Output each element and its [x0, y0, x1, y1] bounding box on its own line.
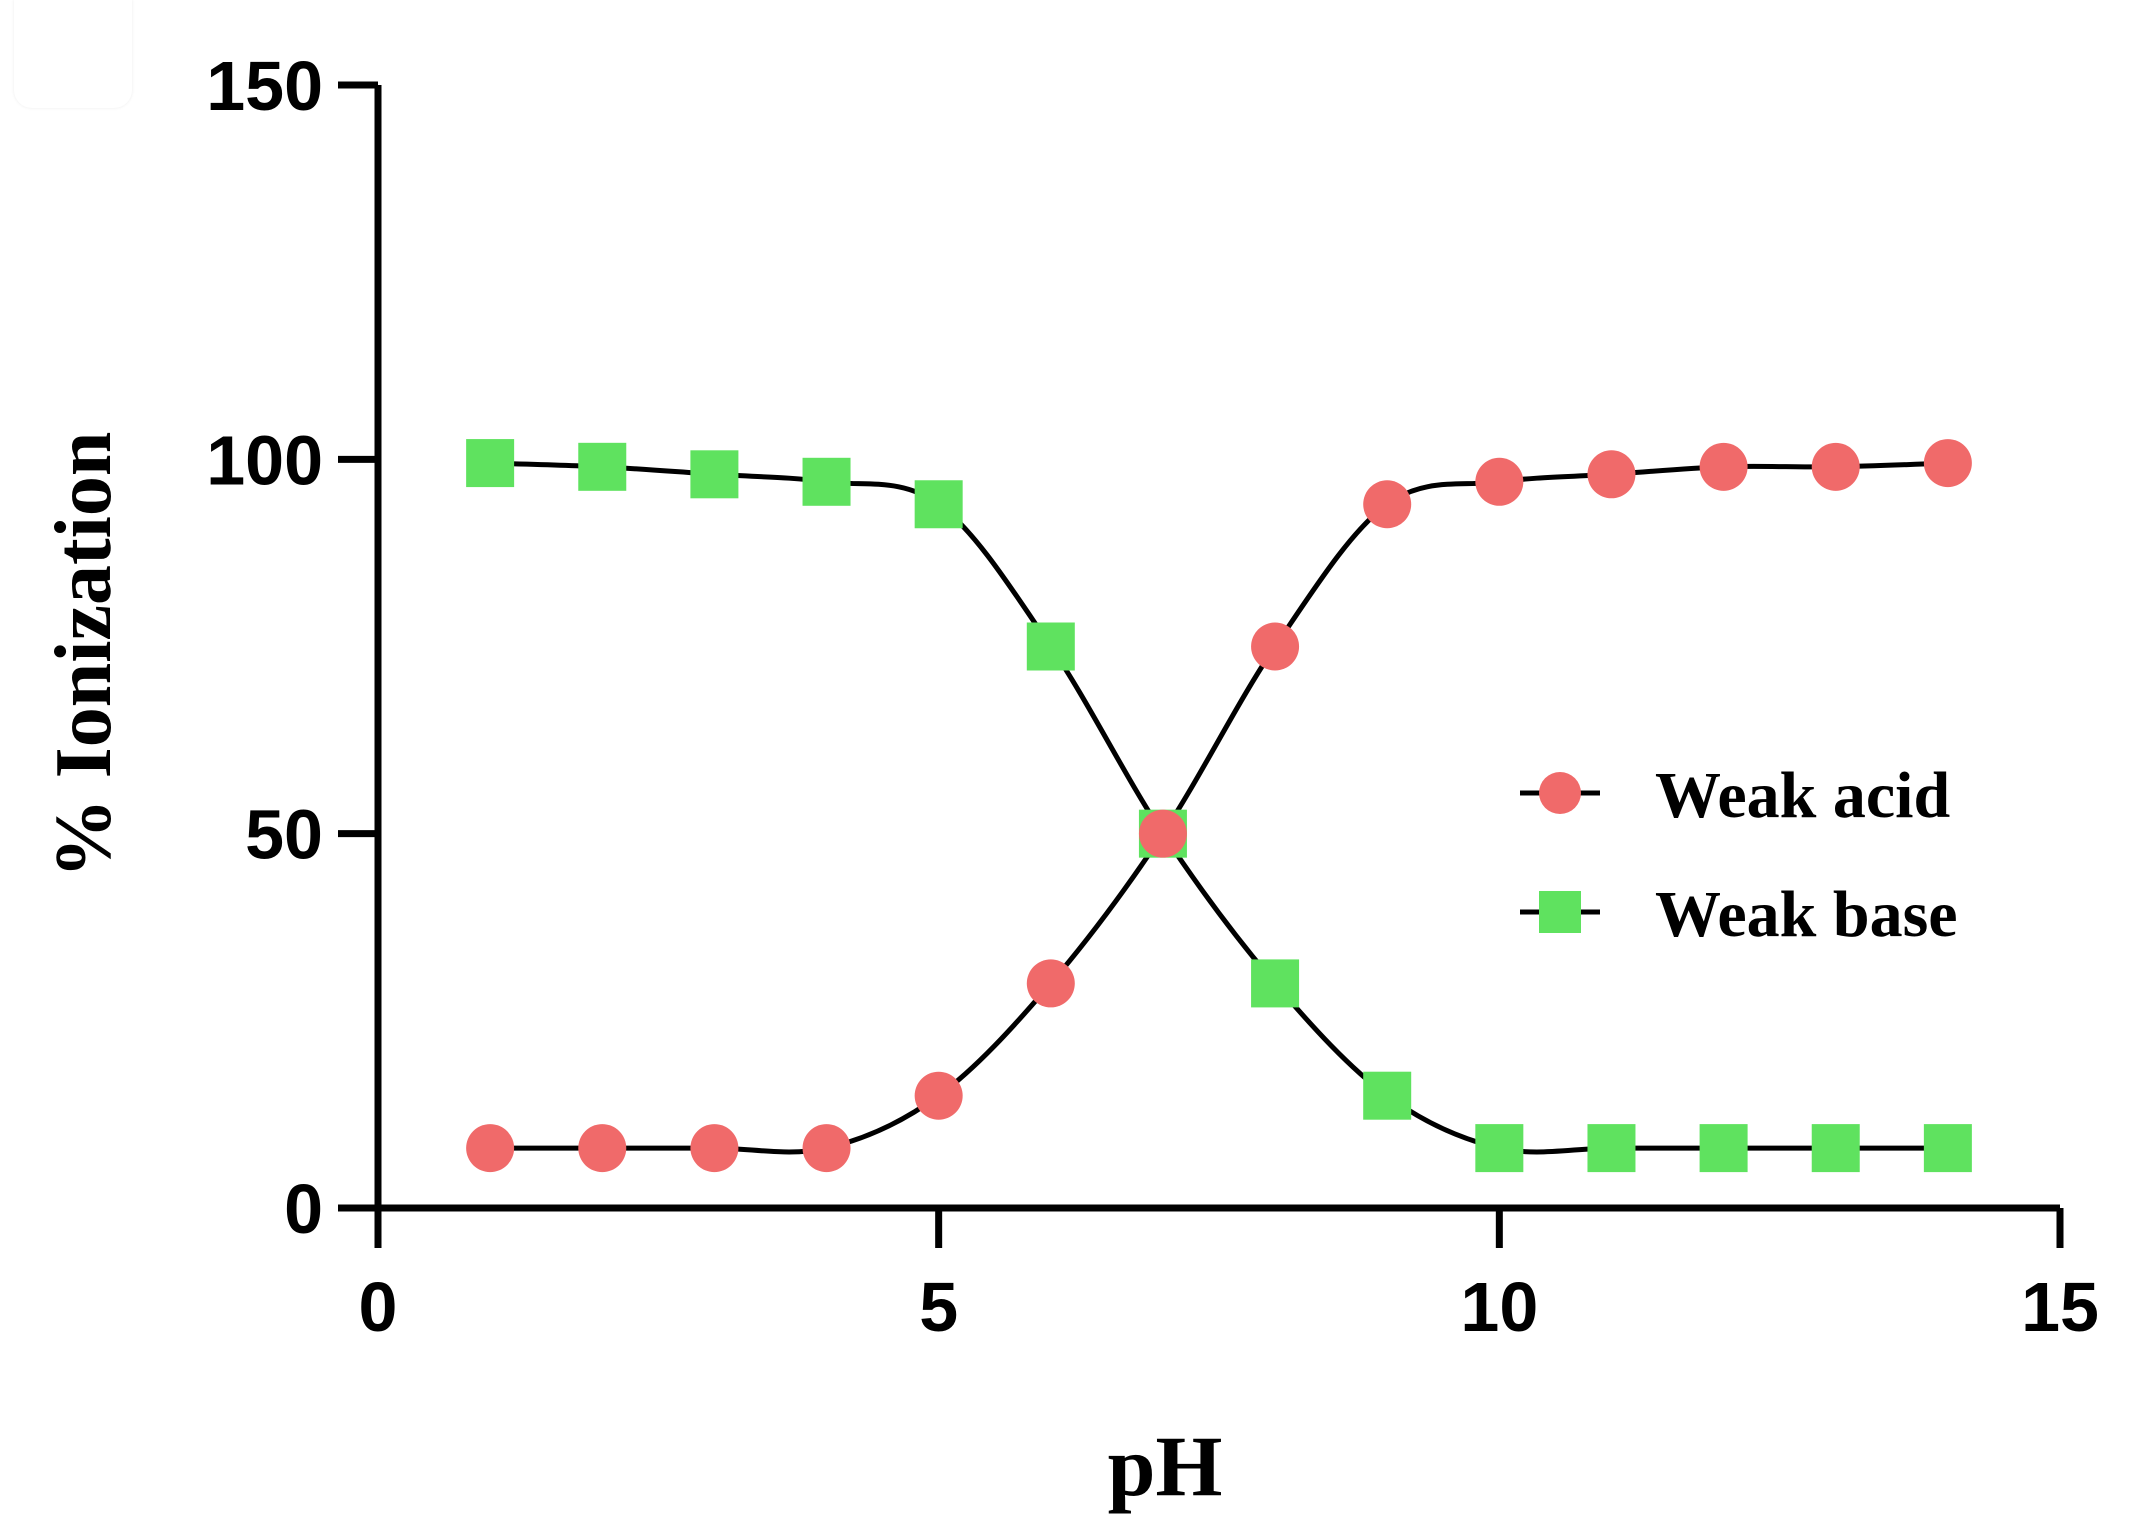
weak-base-legend-marker — [1539, 891, 1581, 933]
y-tick-label: 0 — [284, 1170, 323, 1248]
weak-acid-point — [1811, 442, 1860, 491]
weak-base-point — [1587, 1124, 1636, 1173]
y-tick-label: 100 — [206, 421, 323, 499]
weak-base-point — [578, 442, 627, 491]
weak-acid-point — [578, 1124, 627, 1173]
corner-overlay — [14, 0, 132, 108]
weak-base-line — [490, 460, 1948, 1155]
weak-base-point — [802, 457, 851, 506]
weak-acid-point — [1699, 442, 1748, 491]
weak-base-point — [466, 439, 515, 488]
x-tick-label: 5 — [919, 1268, 958, 1346]
weak-base-point — [1026, 622, 1075, 671]
legend: Weak acid Weak base — [1520, 759, 1958, 951]
x-tick-label: 0 — [359, 1268, 398, 1346]
y-axis-title: % Ionization — [40, 432, 128, 879]
weak-base-point — [1251, 959, 1300, 1008]
axes — [374, 85, 2060, 1212]
x-tick-label: 10 — [1460, 1268, 1538, 1346]
series-lines — [490, 460, 1948, 1155]
weak-acid-point — [1138, 809, 1187, 858]
weak-acid-point — [466, 1124, 515, 1173]
weak-base-point — [690, 450, 739, 499]
weak-acid-point — [1251, 622, 1300, 671]
weak-acid-point — [1923, 439, 1972, 488]
weak-acid-point — [1026, 959, 1075, 1008]
series-markers — [466, 439, 1972, 1173]
weak-base-point — [1699, 1124, 1748, 1173]
weak-base-point — [1923, 1124, 1972, 1173]
x-tick-label: 15 — [2021, 1268, 2099, 1346]
weak-base-legend-label: Weak base — [1655, 878, 1958, 951]
weak-base-point — [1811, 1124, 1860, 1173]
weak-base-point — [1363, 1071, 1412, 1120]
x-axis-title: pH — [1108, 1418, 1223, 1514]
weak-acid-point — [690, 1124, 739, 1173]
y-tick-label: 50 — [245, 796, 323, 874]
weak-acid-line — [490, 460, 1948, 1155]
weak-acid-point — [1475, 457, 1524, 506]
y-tick-label: 150 — [206, 47, 323, 125]
weak-acid-point — [1363, 480, 1412, 529]
weak-acid-legend-label: Weak acid — [1655, 759, 1950, 832]
weak-base-point — [1475, 1124, 1524, 1173]
weak-base-point — [914, 480, 963, 529]
weak-acid-point — [802, 1124, 851, 1173]
weak-acid-point — [1587, 450, 1636, 499]
weak-acid-point — [914, 1071, 963, 1120]
weak-acid-legend-marker — [1539, 772, 1581, 814]
